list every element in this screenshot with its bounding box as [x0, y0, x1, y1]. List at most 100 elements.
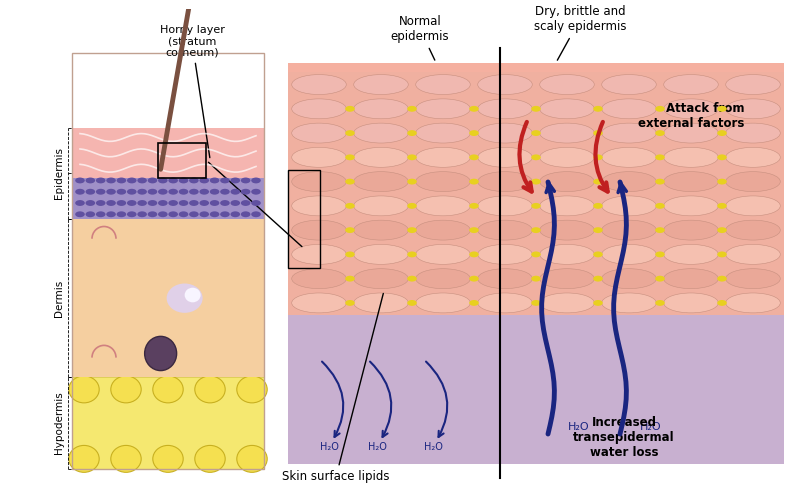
- Circle shape: [531, 203, 541, 209]
- Ellipse shape: [292, 245, 346, 264]
- Circle shape: [189, 189, 198, 195]
- Ellipse shape: [602, 172, 656, 192]
- Circle shape: [718, 179, 726, 185]
- Ellipse shape: [354, 123, 408, 143]
- Circle shape: [199, 189, 209, 195]
- Ellipse shape: [292, 220, 346, 240]
- Ellipse shape: [153, 376, 183, 403]
- Text: Dermis: Dermis: [54, 279, 64, 317]
- Circle shape: [138, 211, 147, 217]
- Circle shape: [346, 154, 355, 160]
- Circle shape: [407, 300, 417, 306]
- FancyBboxPatch shape: [288, 63, 784, 72]
- Ellipse shape: [602, 269, 656, 289]
- Circle shape: [407, 179, 417, 185]
- Circle shape: [718, 227, 726, 233]
- Ellipse shape: [416, 245, 470, 264]
- Circle shape: [469, 154, 478, 160]
- Text: H₂O: H₂O: [320, 442, 339, 452]
- Circle shape: [199, 200, 209, 206]
- Ellipse shape: [292, 147, 346, 167]
- Circle shape: [718, 130, 726, 136]
- Ellipse shape: [664, 123, 718, 143]
- Ellipse shape: [726, 147, 780, 167]
- Circle shape: [178, 189, 188, 195]
- Circle shape: [241, 200, 250, 206]
- Circle shape: [96, 200, 106, 206]
- Circle shape: [407, 154, 417, 160]
- Circle shape: [531, 179, 541, 185]
- Circle shape: [96, 211, 106, 217]
- Circle shape: [346, 300, 355, 306]
- Circle shape: [346, 130, 355, 136]
- Circle shape: [106, 177, 116, 183]
- Circle shape: [220, 189, 230, 195]
- Ellipse shape: [540, 172, 594, 192]
- Text: Skin surface lipids: Skin surface lipids: [282, 293, 390, 484]
- Ellipse shape: [354, 269, 408, 289]
- Circle shape: [168, 200, 178, 206]
- Circle shape: [86, 200, 95, 206]
- Circle shape: [138, 177, 147, 183]
- Ellipse shape: [153, 445, 183, 472]
- Circle shape: [96, 177, 106, 183]
- Circle shape: [210, 189, 219, 195]
- Circle shape: [531, 130, 541, 136]
- Circle shape: [469, 106, 478, 112]
- Ellipse shape: [416, 196, 470, 216]
- Text: H₂O: H₂O: [640, 422, 662, 432]
- Circle shape: [346, 179, 355, 185]
- Ellipse shape: [354, 245, 408, 264]
- Circle shape: [469, 276, 478, 281]
- Circle shape: [178, 211, 188, 217]
- Ellipse shape: [185, 288, 201, 302]
- Ellipse shape: [664, 269, 718, 289]
- Ellipse shape: [602, 245, 656, 264]
- Circle shape: [241, 189, 250, 195]
- Circle shape: [230, 177, 240, 183]
- Text: Epidermis: Epidermis: [54, 147, 64, 199]
- Ellipse shape: [354, 75, 408, 95]
- Ellipse shape: [292, 269, 346, 289]
- Circle shape: [96, 189, 106, 195]
- Circle shape: [718, 300, 726, 306]
- Circle shape: [251, 177, 261, 183]
- Ellipse shape: [726, 172, 780, 192]
- Ellipse shape: [540, 245, 594, 264]
- Circle shape: [148, 211, 158, 217]
- Circle shape: [86, 211, 95, 217]
- Ellipse shape: [602, 99, 656, 119]
- Circle shape: [210, 177, 219, 183]
- Circle shape: [718, 154, 726, 160]
- Circle shape: [594, 276, 603, 281]
- Circle shape: [75, 211, 85, 217]
- Ellipse shape: [416, 172, 470, 192]
- Circle shape: [531, 251, 541, 257]
- FancyBboxPatch shape: [72, 219, 264, 377]
- Circle shape: [531, 227, 541, 233]
- Circle shape: [594, 130, 603, 136]
- Circle shape: [220, 211, 230, 217]
- FancyArrowPatch shape: [370, 362, 391, 437]
- Ellipse shape: [354, 293, 408, 313]
- Circle shape: [655, 276, 665, 281]
- Ellipse shape: [354, 147, 408, 167]
- Circle shape: [178, 177, 188, 183]
- Circle shape: [655, 203, 665, 209]
- Circle shape: [210, 200, 219, 206]
- Circle shape: [407, 276, 417, 281]
- Circle shape: [75, 189, 85, 195]
- Circle shape: [346, 227, 355, 233]
- Ellipse shape: [478, 147, 532, 167]
- Ellipse shape: [69, 445, 99, 472]
- Circle shape: [75, 177, 85, 183]
- Ellipse shape: [664, 220, 718, 240]
- Ellipse shape: [416, 293, 470, 313]
- Ellipse shape: [664, 75, 718, 95]
- Text: Hypodermis: Hypodermis: [54, 391, 64, 454]
- Ellipse shape: [664, 147, 718, 167]
- Ellipse shape: [726, 293, 780, 313]
- Ellipse shape: [292, 293, 346, 313]
- Ellipse shape: [194, 376, 226, 403]
- Circle shape: [655, 154, 665, 160]
